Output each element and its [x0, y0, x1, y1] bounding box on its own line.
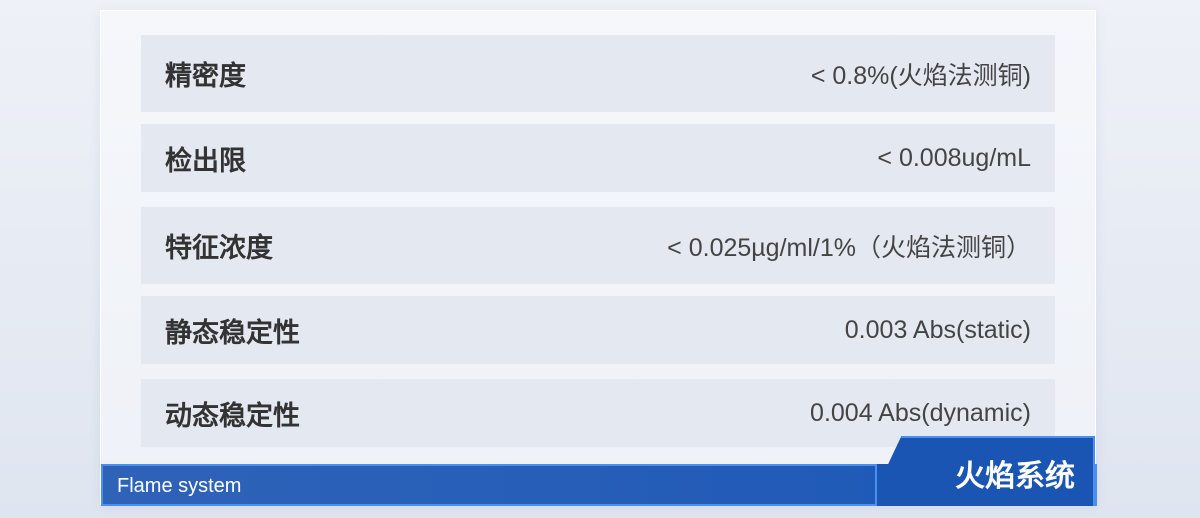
spec-row: 特征浓度 < 0.025µg/ml/1%（火焰法测铜）: [141, 207, 1055, 284]
spec-value: < 0.008ug/mL: [877, 143, 1031, 172]
footer-english-label: Flame system: [117, 475, 242, 497]
spec-card: 精密度 < 0.8%(火焰法测铜) 检出限 < 0.008ug/mL 特征浓度 …: [100, 10, 1097, 506]
spec-value: < 0.025µg/ml/1%（火焰法测铜）: [667, 233, 1031, 262]
spec-value: < 0.8%(火焰法测铜): [810, 61, 1031, 90]
spec-row: 检出限 < 0.008ug/mL: [141, 124, 1055, 192]
spec-value: 0.004 Abs(dynamic): [810, 398, 1031, 427]
title-tab: [875, 436, 1095, 506]
spec-row: 动态稳定性 0.004 Abs(dynamic): [141, 379, 1055, 447]
spec-value: 0.003 Abs(static): [844, 315, 1031, 344]
spec-label: 精密度: [165, 61, 246, 91]
spec-row: 静态稳定性 0.003 Abs(static): [141, 296, 1055, 364]
spec-row: 精密度 < 0.8%(火焰法测铜): [141, 35, 1055, 112]
section-title: 火焰系统: [955, 460, 1075, 493]
spec-label: 静态稳定性: [165, 317, 300, 348]
spec-label: 检出限: [165, 145, 246, 176]
spec-label: 特征浓度: [165, 233, 273, 263]
spec-label: 动态稳定性: [165, 400, 300, 431]
